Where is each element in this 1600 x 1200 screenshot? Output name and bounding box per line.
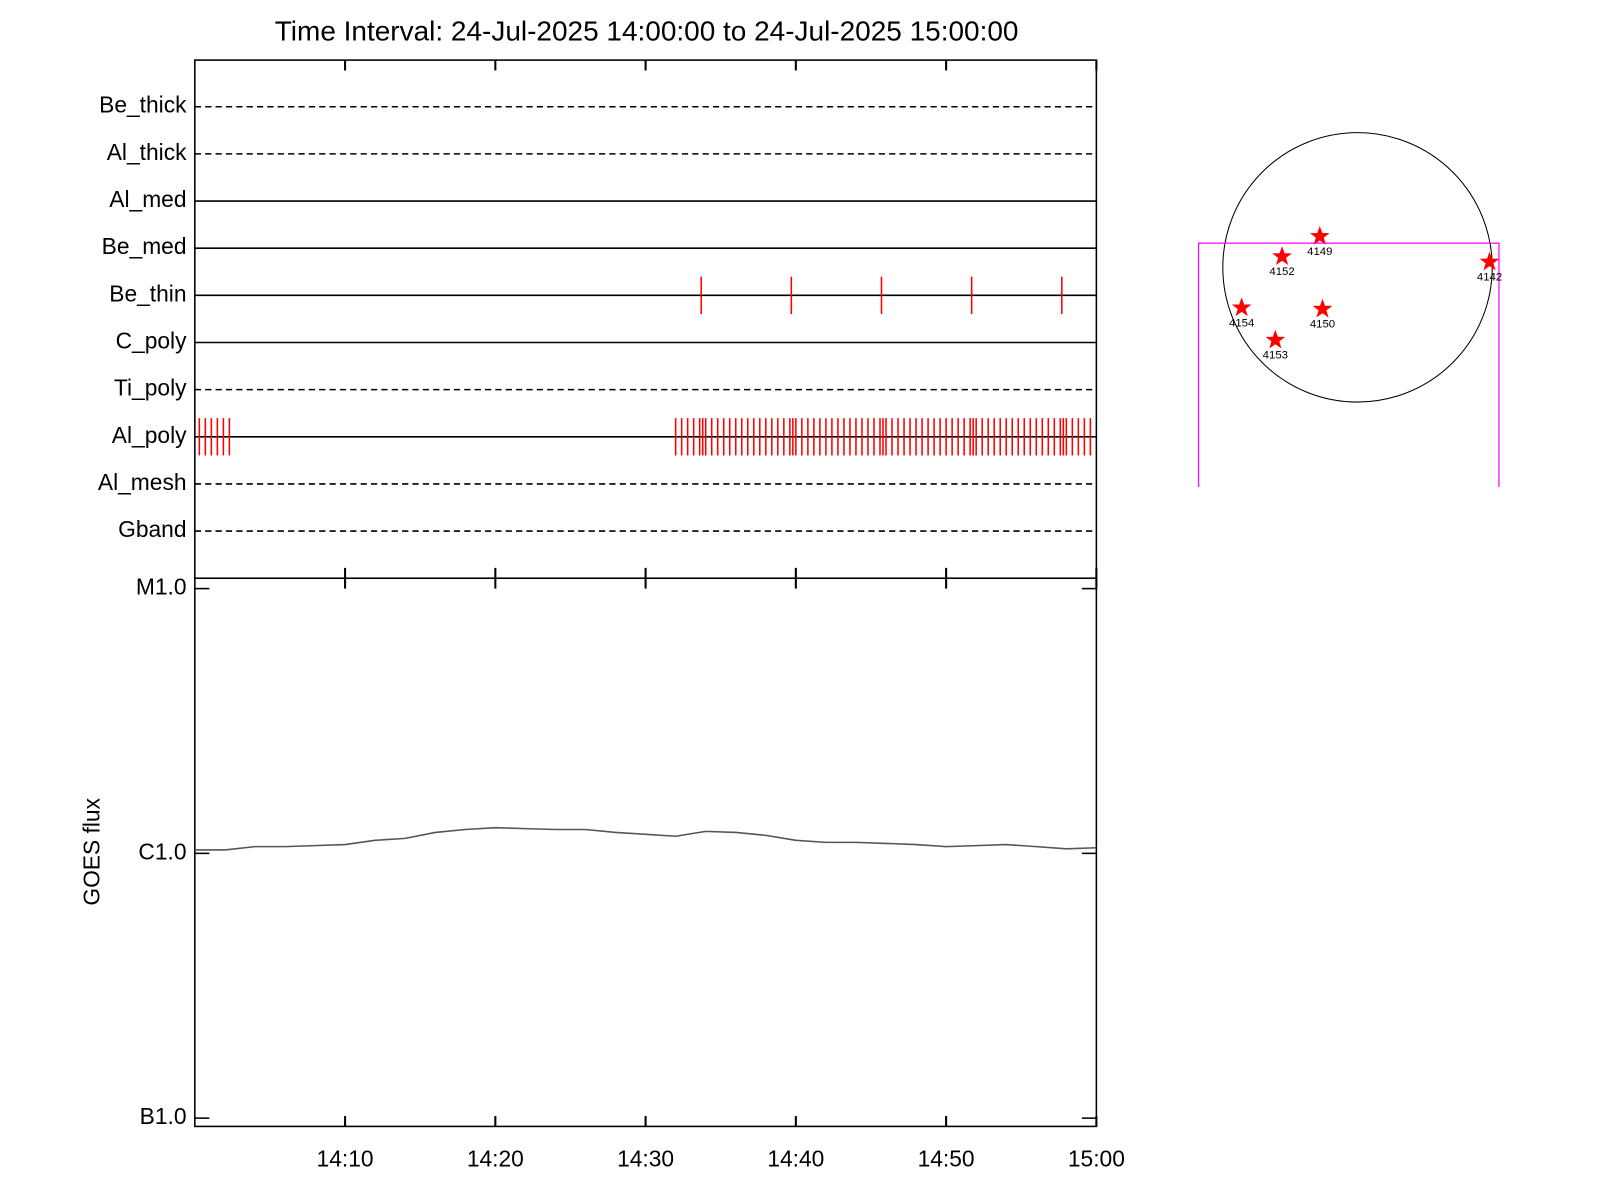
row-label: C_poly — [116, 328, 188, 354]
region-label: 4150 — [1310, 319, 1335, 331]
row-label: Be_med — [102, 233, 187, 259]
x-tick-label: 14:10 — [317, 1146, 374, 1172]
region-marker — [1265, 329, 1286, 349]
region-label: 4154 — [1229, 317, 1254, 329]
row-label: Al_mesh — [98, 469, 187, 495]
x-tick-label: 14:50 — [918, 1146, 975, 1172]
goes-line — [194, 826, 1097, 851]
region-label: 4152 — [1269, 266, 1294, 278]
region-marker — [1309, 226, 1330, 245]
region-label: 4149 — [1307, 246, 1332, 258]
region-label: 4142 — [1477, 272, 1502, 284]
row-label: Ti_poly — [114, 375, 187, 401]
row-label: Al_poly — [112, 422, 187, 448]
row-label: Be_thin — [109, 280, 186, 306]
y-tick-label: M1.0 — [136, 574, 187, 600]
x-tick-label: 14:40 — [767, 1146, 824, 1172]
region-marker — [1272, 246, 1292, 265]
y-axis-label: GOES flux — [78, 797, 104, 905]
field-of-view — [1197, 242, 1500, 487]
x-tick-label: 14:30 — [617, 1146, 674, 1172]
y-tick-label: B1.0 — [140, 1103, 187, 1129]
chart-title: Time Interval: 24-Jul-2025 14:00:00 to 2… — [275, 16, 1019, 47]
region-marker — [1231, 297, 1252, 317]
region-marker — [1312, 298, 1333, 318]
x-tick-label: 14:20 — [467, 1146, 524, 1172]
row-label: Gband — [118, 516, 186, 542]
region-label: 4153 — [1263, 350, 1288, 362]
region-marker — [1479, 251, 1500, 271]
y-tick-label: C1.0 — [138, 838, 186, 864]
row-label: Be_thick — [99, 92, 187, 118]
x-tick-label: 15:00 — [1068, 1146, 1125, 1172]
row-label: Al_med — [109, 186, 186, 212]
row-label: Al_thick — [107, 139, 187, 165]
